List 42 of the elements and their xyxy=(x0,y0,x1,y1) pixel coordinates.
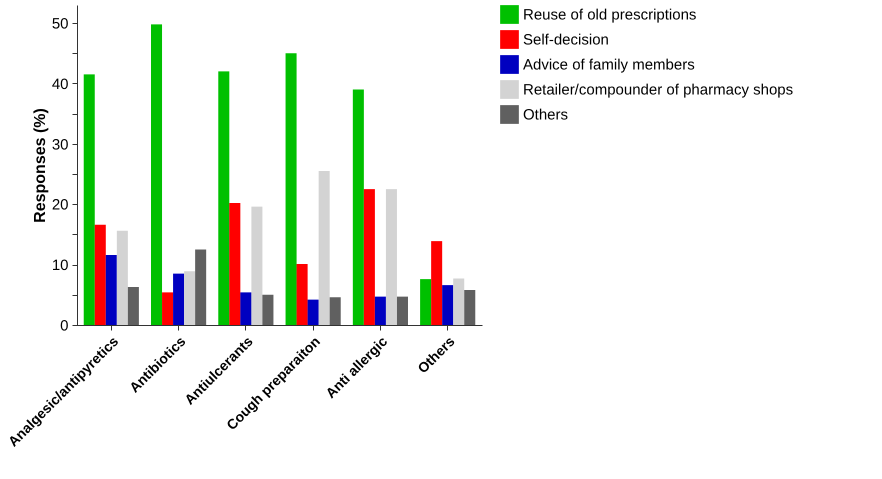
y-tick-label: 30 xyxy=(52,136,68,154)
bar xyxy=(173,274,184,325)
bar xyxy=(162,292,174,325)
bar xyxy=(318,171,330,325)
bar xyxy=(396,296,408,325)
bar xyxy=(330,297,341,325)
bar xyxy=(106,254,117,325)
legend-label: Reuse of old prescriptions xyxy=(523,6,696,24)
bar xyxy=(229,203,240,325)
bar xyxy=(286,53,297,325)
bar xyxy=(420,279,432,325)
bar xyxy=(386,189,397,325)
y-axis-title: Responses (%) xyxy=(32,108,49,223)
bar xyxy=(364,189,375,325)
bar xyxy=(262,294,274,325)
bar xyxy=(374,296,386,325)
bar xyxy=(442,285,454,325)
bar xyxy=(240,292,252,325)
y-tick-label: 10 xyxy=(52,257,68,274)
bar xyxy=(218,71,230,325)
legend-label: Retailer/compounder of pharmacy shops xyxy=(523,82,794,98)
bar xyxy=(308,300,319,325)
bar xyxy=(128,286,139,325)
bar xyxy=(431,241,442,325)
legend-label: Self-decision xyxy=(523,32,609,48)
legend-label: Others xyxy=(523,106,568,124)
bar xyxy=(116,230,128,325)
bar xyxy=(464,290,476,325)
bar xyxy=(251,206,262,325)
bar xyxy=(184,271,196,325)
y-tick-label: 20 xyxy=(52,196,68,214)
bar xyxy=(296,264,308,325)
y-tick-label: 50 xyxy=(52,16,68,33)
bar xyxy=(151,24,162,325)
bar xyxy=(453,278,464,325)
bar xyxy=(195,250,206,325)
bar xyxy=(94,224,106,325)
legend-label: Advice of family members xyxy=(523,56,695,74)
y-tick-label: 0 xyxy=(60,318,68,334)
bar xyxy=(352,90,364,325)
y-tick-label: 40 xyxy=(52,76,68,93)
bar xyxy=(84,74,95,325)
